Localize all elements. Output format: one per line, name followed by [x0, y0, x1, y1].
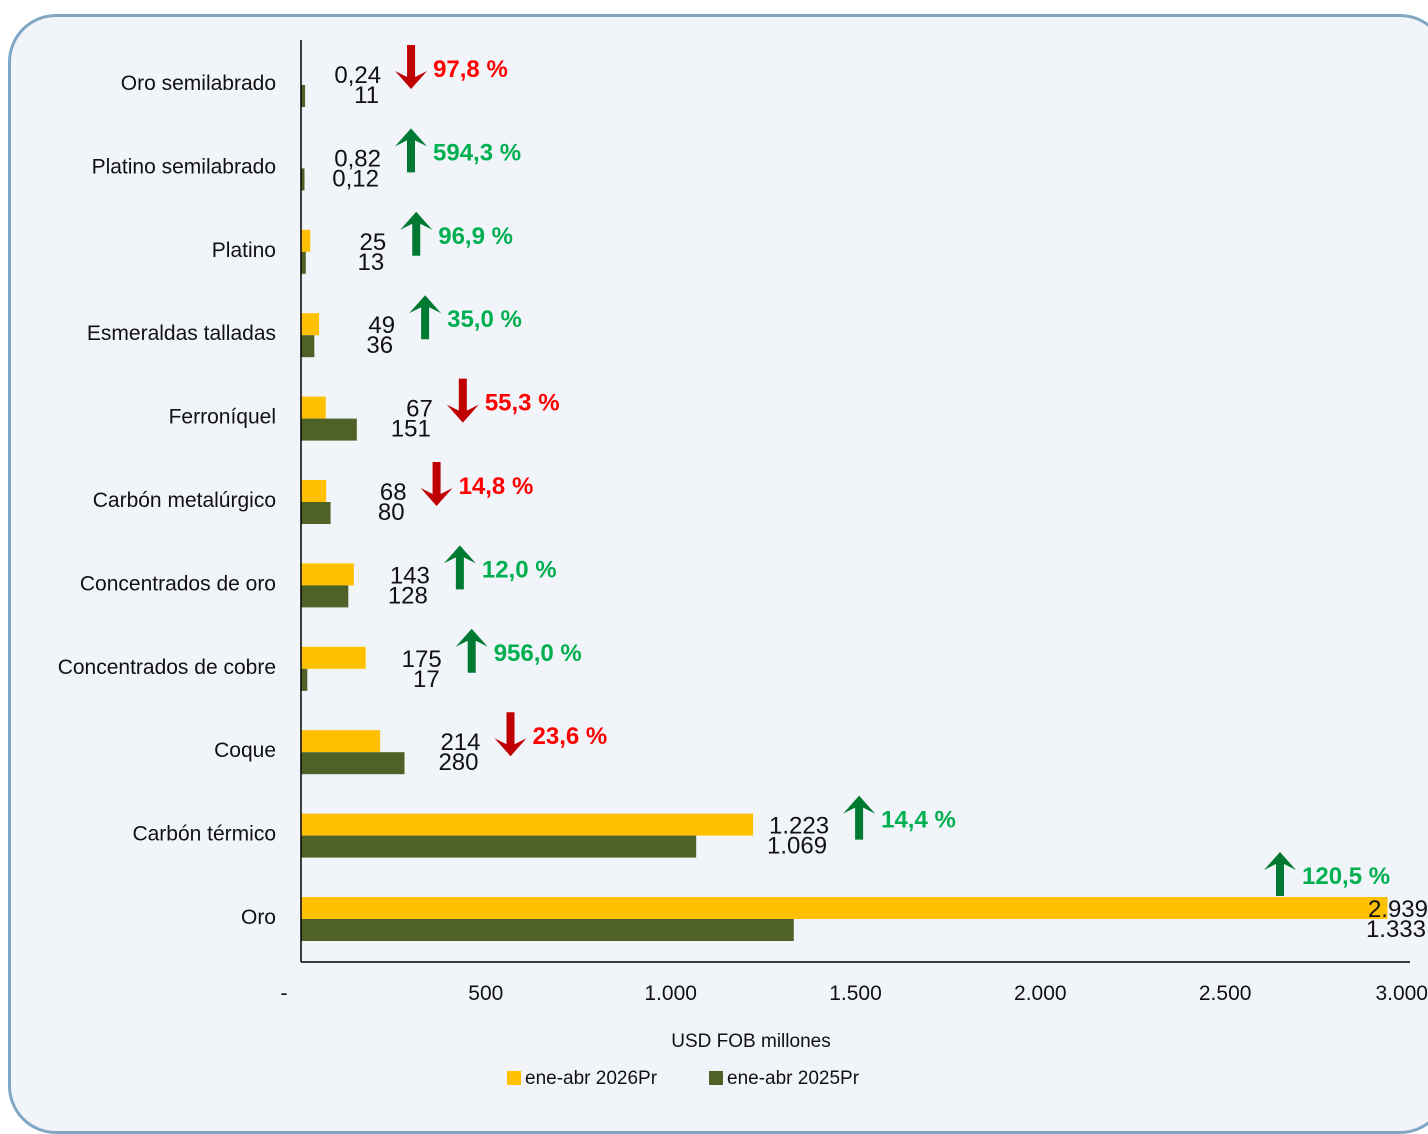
- change-label: 96,9 %: [438, 223, 513, 250]
- bar-2025: [301, 418, 357, 441]
- value-label-2026: 143: [390, 562, 430, 589]
- change-label: 594,3 %: [433, 139, 521, 166]
- value-label-2025: 36: [366, 332, 393, 359]
- legend-swatch-2025: [709, 1071, 723, 1085]
- bar-2025: [301, 835, 697, 858]
- value-label-2026: 1.223: [769, 813, 829, 840]
- change-label: 55,3 %: [485, 390, 560, 417]
- arrow-up-icon: [455, 628, 488, 673]
- bar-2026: [301, 563, 354, 586]
- change-label: 12,0 %: [482, 556, 557, 583]
- value-label-2026: 67: [406, 396, 433, 423]
- category-label: Esmeraldas talladas: [87, 322, 276, 345]
- bar-2025: [301, 85, 306, 107]
- value-label-2026: 0,24: [334, 62, 381, 89]
- bar-2025: [301, 668, 308, 691]
- category-label: Platino: [212, 239, 276, 262]
- x-tick-label: 1.500: [829, 982, 882, 1005]
- arrow-up-icon: [1264, 852, 1296, 896]
- x-tick-label: 2.000: [1014, 982, 1067, 1005]
- value-label-2026: 49: [368, 312, 395, 339]
- bar-2025: [301, 335, 315, 358]
- change-label: 23,6 %: [533, 723, 608, 750]
- change-label: 120,5 %: [1302, 863, 1390, 890]
- legend-label-2025: ene-abr 2025Pr: [727, 1068, 860, 1089]
- change-label: 35,0 %: [447, 306, 522, 333]
- arrow-up-icon: [400, 211, 433, 256]
- value-label-2025: 1.069: [767, 833, 827, 860]
- category-label: Oro semilabrado: [121, 72, 276, 95]
- arrow-up-icon: [395, 128, 427, 173]
- category-label: Platino semilabrado: [92, 155, 276, 178]
- value-label-2026: 25: [360, 229, 387, 256]
- bar-2026: [301, 313, 320, 336]
- category-label: Coque: [214, 739, 276, 762]
- change-label: 956,0 %: [494, 640, 582, 667]
- change-label: 14,4 %: [881, 807, 956, 834]
- bar-2025: [301, 168, 305, 191]
- value-label-2025: 13: [358, 249, 385, 276]
- bar-2025: [301, 752, 405, 775]
- bar-2025: [301, 919, 794, 941]
- x-axis-title: USD FOB millones: [671, 1031, 830, 1052]
- category-label: Oro: [241, 906, 276, 929]
- value-label-2026: 2.939: [1368, 896, 1428, 923]
- value-label-2026: 214: [440, 729, 480, 756]
- x-tick-label: 1.000: [644, 982, 697, 1005]
- bar-2026: [301, 480, 327, 502]
- bar-2025: [301, 585, 349, 608]
- category-label: Ferroníquel: [169, 406, 276, 429]
- category-label: Carbón metalúrgico: [93, 489, 276, 512]
- bar-2026: [301, 897, 1388, 919]
- value-label-2025: 11: [354, 82, 379, 109]
- arrow-up-icon: [443, 545, 476, 590]
- value-label-2025: 151: [391, 416, 431, 443]
- bar-2025: [301, 251, 306, 274]
- bar-2026: [301, 813, 754, 836]
- change-label: 14,8 %: [459, 473, 534, 500]
- value-label-2025: 128: [388, 582, 428, 609]
- x-tick-label: 500: [468, 982, 503, 1005]
- value-label-2025: 280: [438, 749, 478, 776]
- arrow-up-icon: [409, 295, 442, 340]
- category-label: Concentrados de oro: [80, 572, 276, 595]
- x-tick-label: 3.000: [1375, 982, 1428, 1005]
- bar-2026: [301, 646, 366, 669]
- category-label: Carbón térmico: [132, 823, 276, 846]
- arrow-up-icon: [843, 795, 876, 840]
- value-label-2026: 0,82: [334, 145, 381, 172]
- arrow-down-icon: [446, 378, 479, 423]
- legend-swatch-2026: [507, 1071, 521, 1085]
- x-tick-label: 2.500: [1199, 982, 1252, 1005]
- bar-2026: [301, 396, 326, 419]
- value-label-2026: 68: [380, 479, 407, 506]
- value-label-2025: 0,12: [332, 165, 379, 192]
- legend-label-2026: ene-abr 2026Pr: [525, 1068, 658, 1089]
- value-label-2026: 175: [402, 646, 442, 673]
- arrow-down-icon: [494, 712, 527, 757]
- chart-frame: [8, 14, 1428, 1134]
- x-tick-label: -: [281, 982, 288, 1005]
- bar-2026: [301, 730, 381, 753]
- arrow-down-icon: [420, 462, 453, 506]
- change-label: 97,8 %: [433, 56, 508, 83]
- value-label-2025: 1.333: [1366, 916, 1426, 943]
- bar-2025: [301, 502, 331, 524]
- value-label-2025: 80: [378, 499, 405, 526]
- value-label-2025: 17: [413, 666, 440, 693]
- arrow-down-icon: [395, 45, 428, 89]
- category-label: Concentrados de cobre: [58, 656, 276, 679]
- bar-2026: [301, 229, 311, 252]
